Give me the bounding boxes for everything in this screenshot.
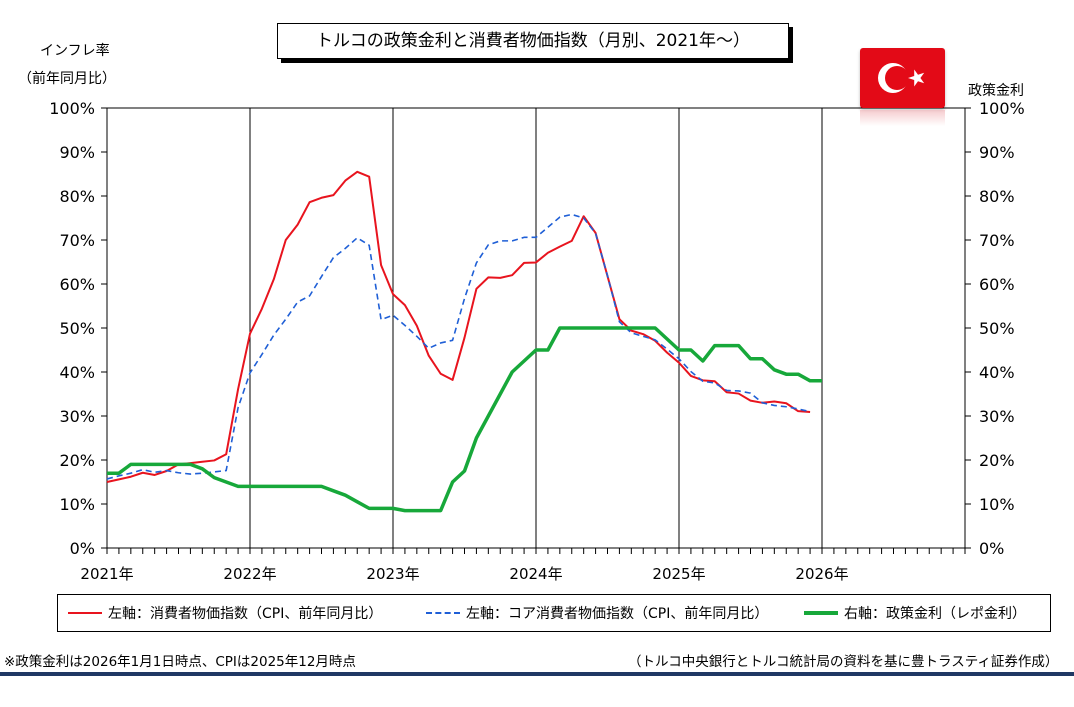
- y-right-tick-label: 10%: [979, 495, 1015, 514]
- right-axis-caption: 政策金利: [968, 83, 1024, 99]
- legend-label-core-cpi: 左軸：コア消費者物価指数（CPI、前年同月比）: [466, 606, 769, 622]
- legend-item-core-cpi: 左軸：コア消費者物価指数（CPI、前年同月比）: [426, 595, 768, 631]
- left-axis-caption-line2: （前年同月比）: [18, 71, 116, 87]
- y-left-tick-label: 10%: [59, 495, 95, 514]
- x-tick-label: 2025年: [652, 565, 705, 583]
- x-tick-label: 2023年: [366, 565, 419, 583]
- y-right-tick-label: 30%: [979, 407, 1015, 426]
- chart-grid: [249, 108, 823, 548]
- bottom-rule: [0, 672, 1074, 676]
- y-right-tick-label: 0%: [979, 539, 1004, 558]
- y-right-tick-label: 20%: [979, 451, 1015, 470]
- y-left-tick-label: 0%: [70, 539, 95, 558]
- x-tick-label: 2024年: [509, 565, 562, 583]
- y-right-tick-label: 80%: [979, 187, 1015, 206]
- flag-reflection: [860, 110, 945, 126]
- series-line-cpi: [106, 170, 811, 483]
- legend-item-cpi: 左軸：消費者物価指数（CPI、前年同月比）: [68, 595, 382, 631]
- legend-swatch-core-cpi: [426, 612, 460, 614]
- y-right-tick-label: 70%: [979, 231, 1015, 250]
- y-left-tick-label: 100%: [49, 99, 95, 118]
- turkey-flag-icon: [860, 48, 945, 108]
- y-left-tick-label: 50%: [59, 319, 95, 338]
- y-right-tick-label: 100%: [979, 99, 1025, 118]
- legend-swatch-policy-rate: [804, 611, 838, 615]
- y-left-tick-label: 90%: [59, 143, 95, 162]
- legend-label-cpi: 左軸：消費者物価指数（CPI、前年同月比）: [108, 606, 383, 622]
- legend-swatch-cpi: [68, 612, 102, 614]
- y-left-tick-label: 60%: [59, 275, 95, 294]
- series-line-core-cpi: [106, 213, 811, 480]
- footnote-right: （トルコ中央銀行とトルコ統計局の資料を基に豊トラスティ証券作成）: [628, 654, 1059, 670]
- chart-title: トルコの政策金利と消費者物価指数（月別、2021年〜）: [277, 23, 789, 59]
- y-right-tick-label: 60%: [979, 275, 1015, 294]
- legend-label-policy-rate: 右軸：政策金利（レポ金利）: [844, 606, 1026, 622]
- x-tick-label: 2022年: [223, 565, 276, 583]
- y-right-tick-label: 50%: [979, 319, 1015, 338]
- x-tick-label: 2026年: [795, 565, 848, 583]
- left-axis-caption-line1: インフレ率: [40, 43, 110, 59]
- y-left-tick-label: 40%: [59, 363, 95, 382]
- y-left-tick-label: 70%: [59, 231, 95, 250]
- chart-axes: 2021年 2022年 2023年 2024年 2025年 2026年 0% 10% 20% 30…: [49, 99, 1025, 583]
- series-line-policy-rate: [107, 326, 822, 513]
- y-left-tick-label: 20%: [59, 451, 95, 470]
- legend-item-policy-rate: 右軸：政策金利（レポ金利）: [804, 595, 1026, 631]
- y-left-tick-label: 30%: [59, 407, 95, 426]
- footnote-left: ※政策金利は2026年1月1日時点、CPIは2025年12月時点: [4, 654, 356, 670]
- chart-legend: 左軸：消費者物価指数（CPI、前年同月比） 左軸：コア消費者物価指数（CPI、前…: [57, 594, 1051, 632]
- y-right-tick-label: 40%: [979, 363, 1015, 382]
- y-left-tick-label: 80%: [59, 187, 95, 206]
- chart-series: [106, 170, 822, 513]
- y-right-tick-label: 90%: [979, 143, 1015, 162]
- x-tick-label: 2021年: [80, 565, 133, 583]
